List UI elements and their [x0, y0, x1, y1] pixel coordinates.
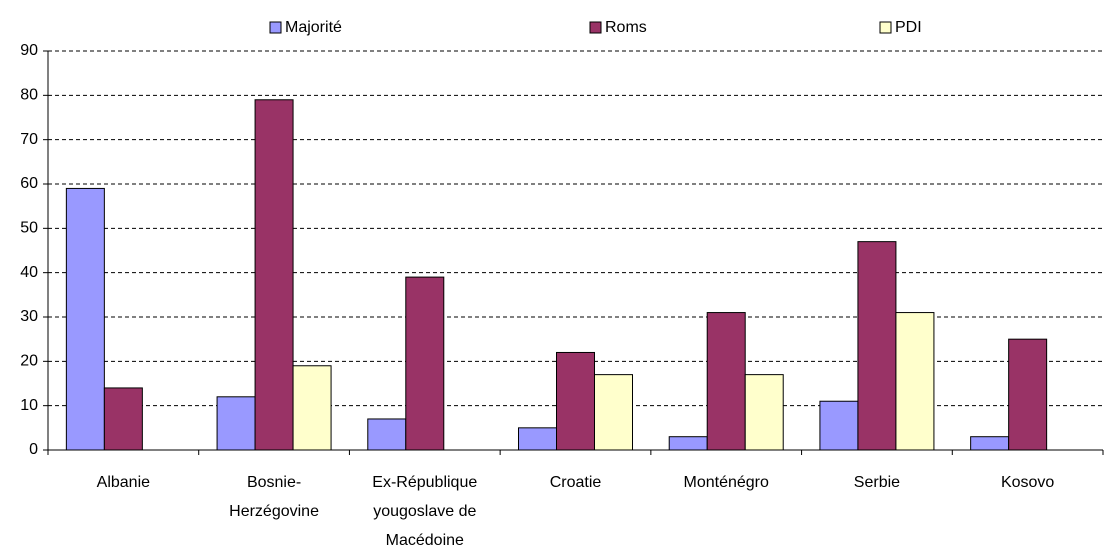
- y-tick-label: 10: [20, 397, 38, 414]
- x-tick-label: Kosovo: [1000, 474, 1055, 491]
- bar: [744, 374, 784, 451]
- legend-swatch: [879, 21, 892, 34]
- legend-label: Majorité: [285, 19, 342, 36]
- y-tick-label: 30: [20, 308, 38, 325]
- bar: [254, 99, 294, 451]
- y-tick-label: 80: [20, 87, 38, 104]
- bar: [518, 427, 557, 451]
- legend-label: PDI: [895, 19, 922, 36]
- x-tick-label: Albanie: [96, 474, 151, 491]
- bar: [594, 374, 633, 451]
- bar: [292, 365, 332, 451]
- bar: [65, 187, 105, 451]
- x-tick-label: Bosnie-Herzégovine: [229, 474, 319, 520]
- x-tick-label: Monténégro: [683, 474, 769, 491]
- bar: [668, 436, 708, 451]
- legend-swatch: [269, 21, 282, 34]
- x-tick-label: Ex-République yougoslave de Macédoine: [372, 474, 478, 547]
- bar: [556, 351, 595, 451]
- x-tick-label: Serbie: [853, 474, 901, 491]
- y-tick-label: 90: [20, 42, 38, 59]
- legend-swatch: [589, 21, 602, 34]
- y-tick-label: 70: [20, 131, 38, 148]
- bar: [103, 387, 143, 451]
- y-tick-label: 60: [20, 175, 38, 192]
- x-tick-label: Croatie: [549, 474, 602, 491]
- y-tick-label: 50: [20, 220, 38, 237]
- y-tick-label: 0: [29, 441, 38, 458]
- y-tick-label: 40: [20, 264, 38, 281]
- y-tick-label: 20: [20, 353, 38, 370]
- bar: [819, 400, 859, 451]
- bar: [895, 312, 935, 451]
- bar: [857, 241, 897, 451]
- bar: [216, 396, 256, 451]
- bar: [405, 276, 445, 451]
- legend-label: Roms: [605, 19, 647, 36]
- bar: [1008, 338, 1048, 451]
- bar: [706, 312, 746, 451]
- bar: [367, 418, 407, 451]
- bar: [970, 436, 1010, 451]
